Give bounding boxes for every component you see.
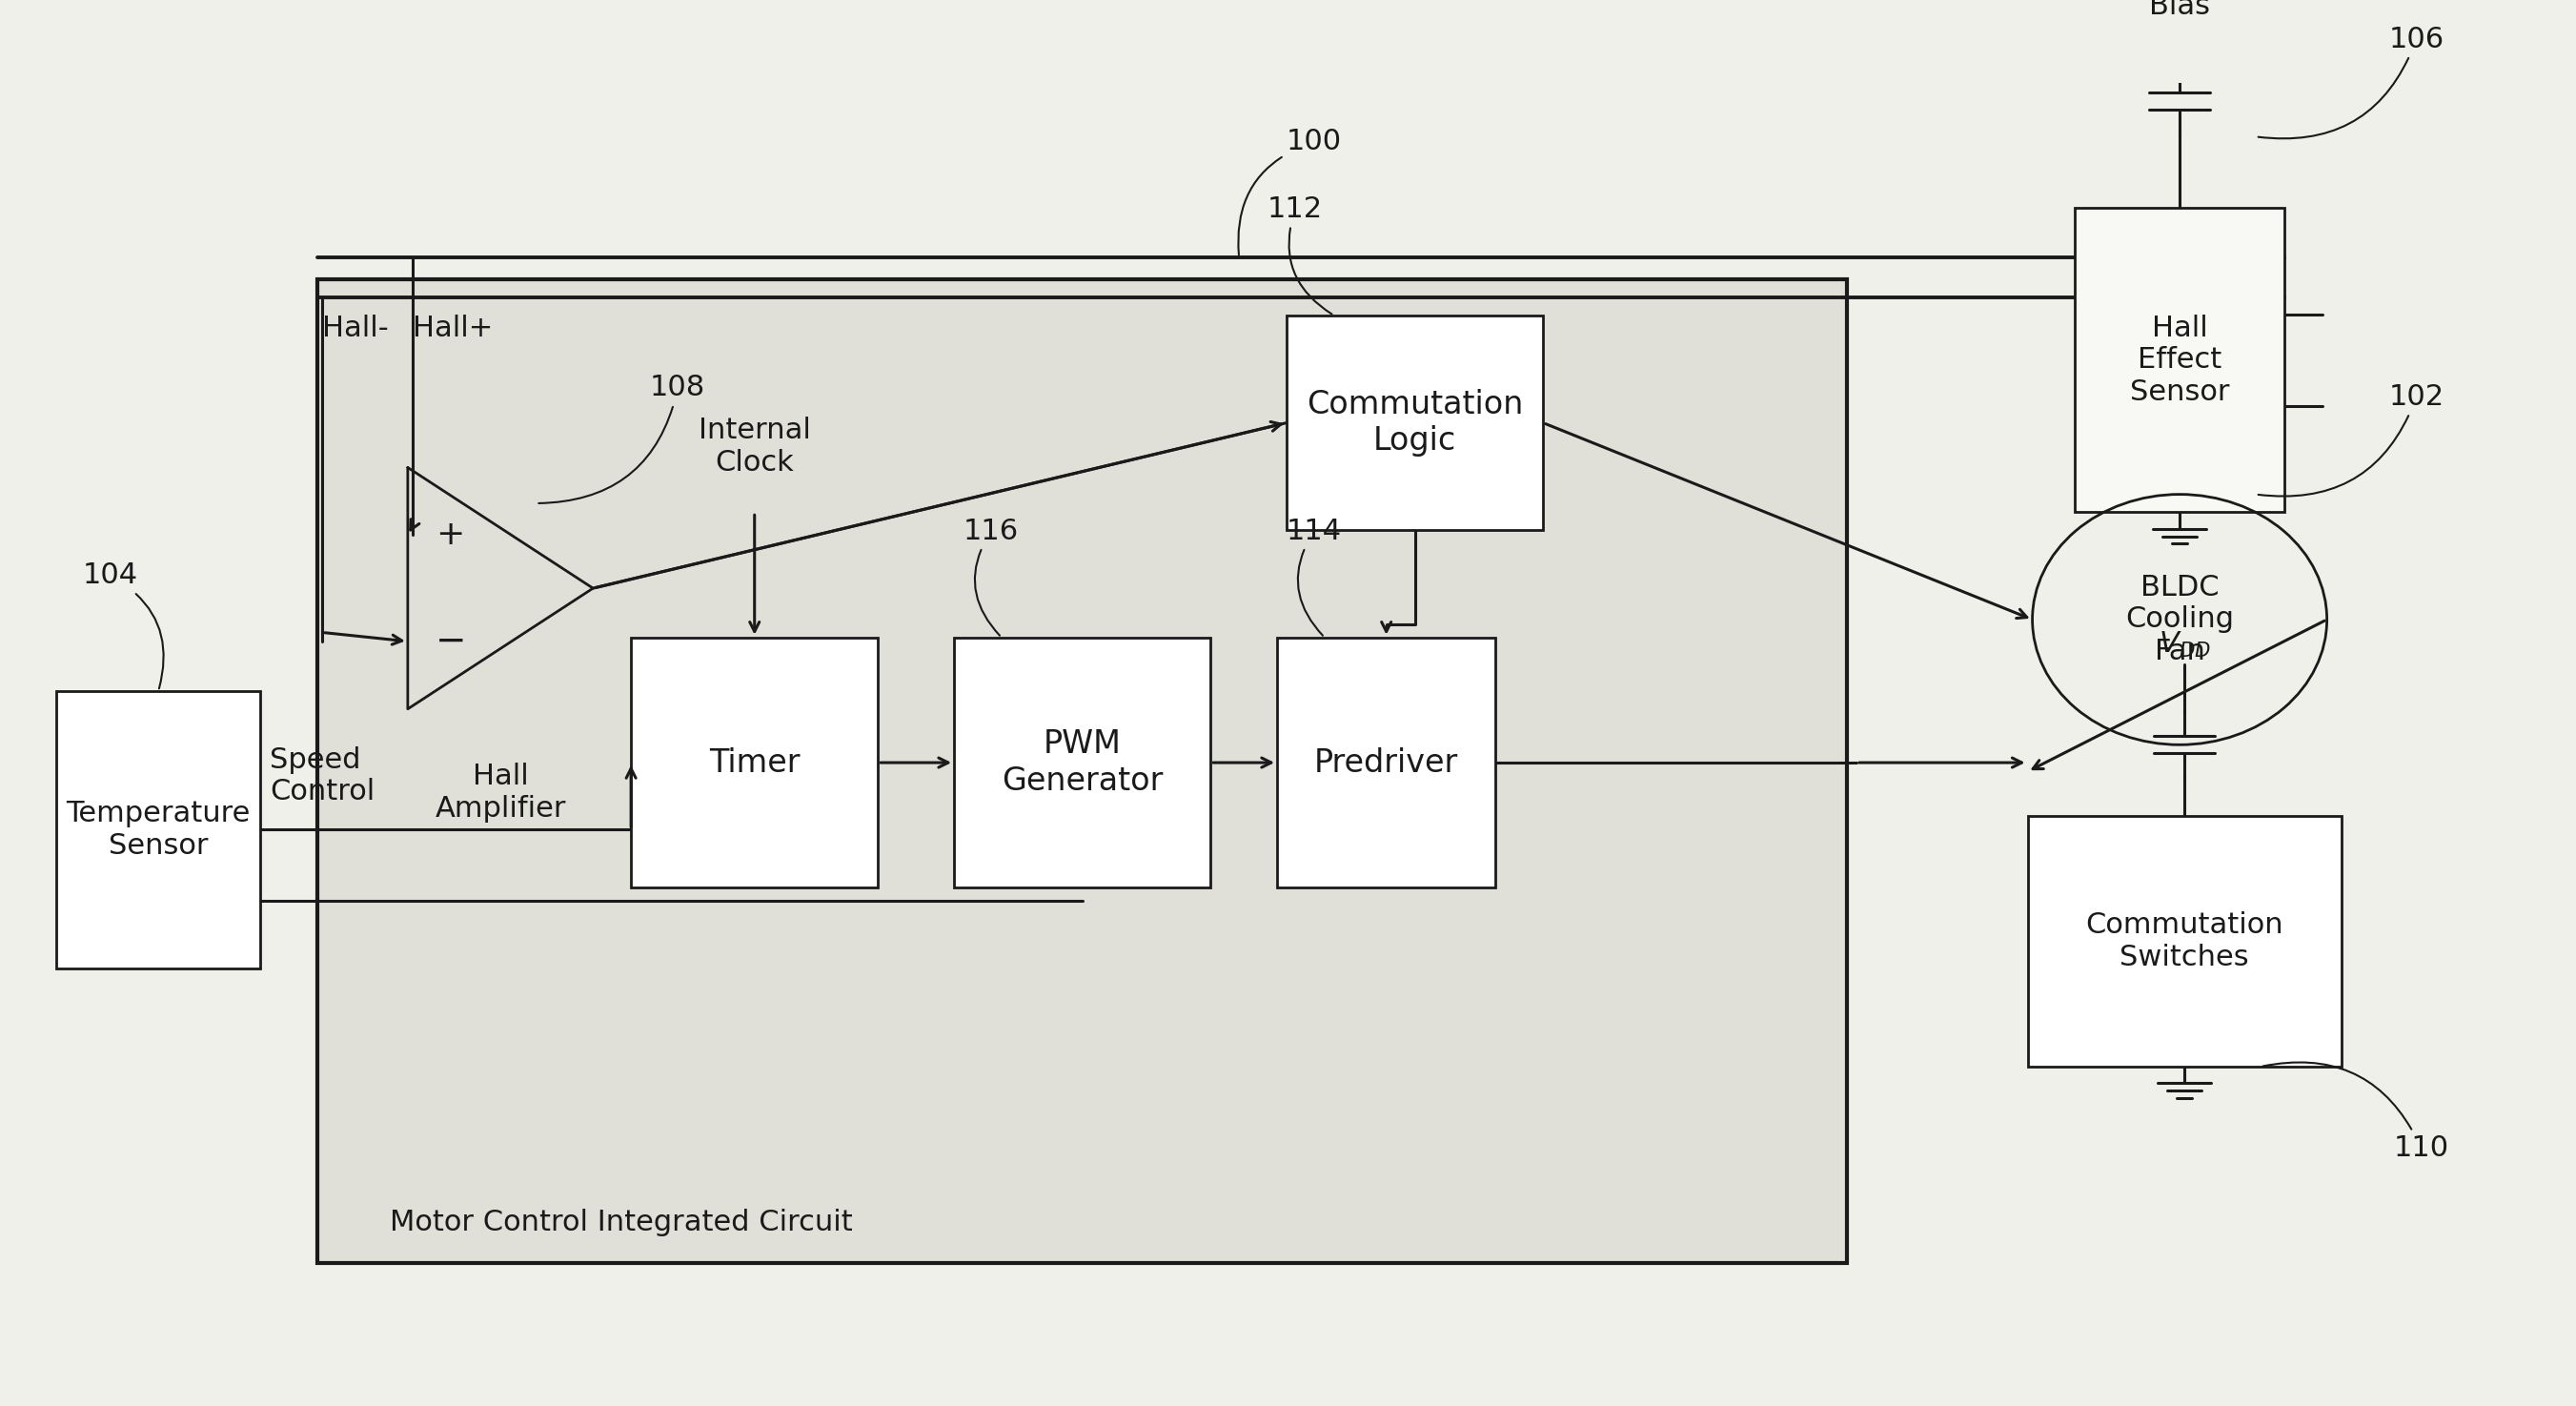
Text: 114: 114 <box>1285 517 1342 636</box>
FancyBboxPatch shape <box>57 692 260 969</box>
Text: Bias: Bias <box>2148 0 2210 21</box>
Text: Hall+: Hall+ <box>412 315 492 342</box>
Text: Hall-: Hall- <box>322 315 389 342</box>
Text: 106: 106 <box>2259 25 2445 139</box>
FancyBboxPatch shape <box>631 637 878 887</box>
Text: Speed
Control: Speed Control <box>270 747 376 806</box>
Text: −: − <box>435 623 466 659</box>
FancyBboxPatch shape <box>1278 637 1497 887</box>
Text: Commutation
Switches: Commutation Switches <box>2087 911 2282 972</box>
Text: +: + <box>435 519 466 551</box>
Text: 102: 102 <box>2259 382 2445 496</box>
Text: Motor Control Integrated Circuit: Motor Control Integrated Circuit <box>389 1209 853 1237</box>
Text: Hall
Effect
Sensor: Hall Effect Sensor <box>2130 315 2228 406</box>
Text: Internal
Clock: Internal Clock <box>698 416 811 477</box>
Text: 108: 108 <box>538 374 706 503</box>
Text: 112: 112 <box>1267 195 1332 314</box>
Text: PWM
Generator: PWM Generator <box>1002 728 1162 797</box>
FancyBboxPatch shape <box>953 637 1211 887</box>
Text: Commutation
Logic: Commutation Logic <box>1306 389 1522 457</box>
Text: 116: 116 <box>963 517 1020 636</box>
Text: 110: 110 <box>2262 1063 2450 1161</box>
Text: Temperature
Sensor: Temperature Sensor <box>67 800 250 859</box>
Text: 100: 100 <box>1239 128 1342 254</box>
FancyBboxPatch shape <box>2076 208 2285 512</box>
Text: 104: 104 <box>82 562 165 689</box>
Text: BLDC
Cooling
Fan: BLDC Cooling Fan <box>2125 574 2233 665</box>
Text: Hall
Amplifier: Hall Amplifier <box>435 762 567 823</box>
Text: Predriver: Predriver <box>1314 747 1458 779</box>
FancyBboxPatch shape <box>2027 817 2342 1067</box>
FancyBboxPatch shape <box>1285 315 1543 530</box>
Text: V$_{DD}$: V$_{DD}$ <box>2159 630 2210 659</box>
FancyBboxPatch shape <box>317 280 1847 1264</box>
Text: Timer: Timer <box>708 747 801 779</box>
